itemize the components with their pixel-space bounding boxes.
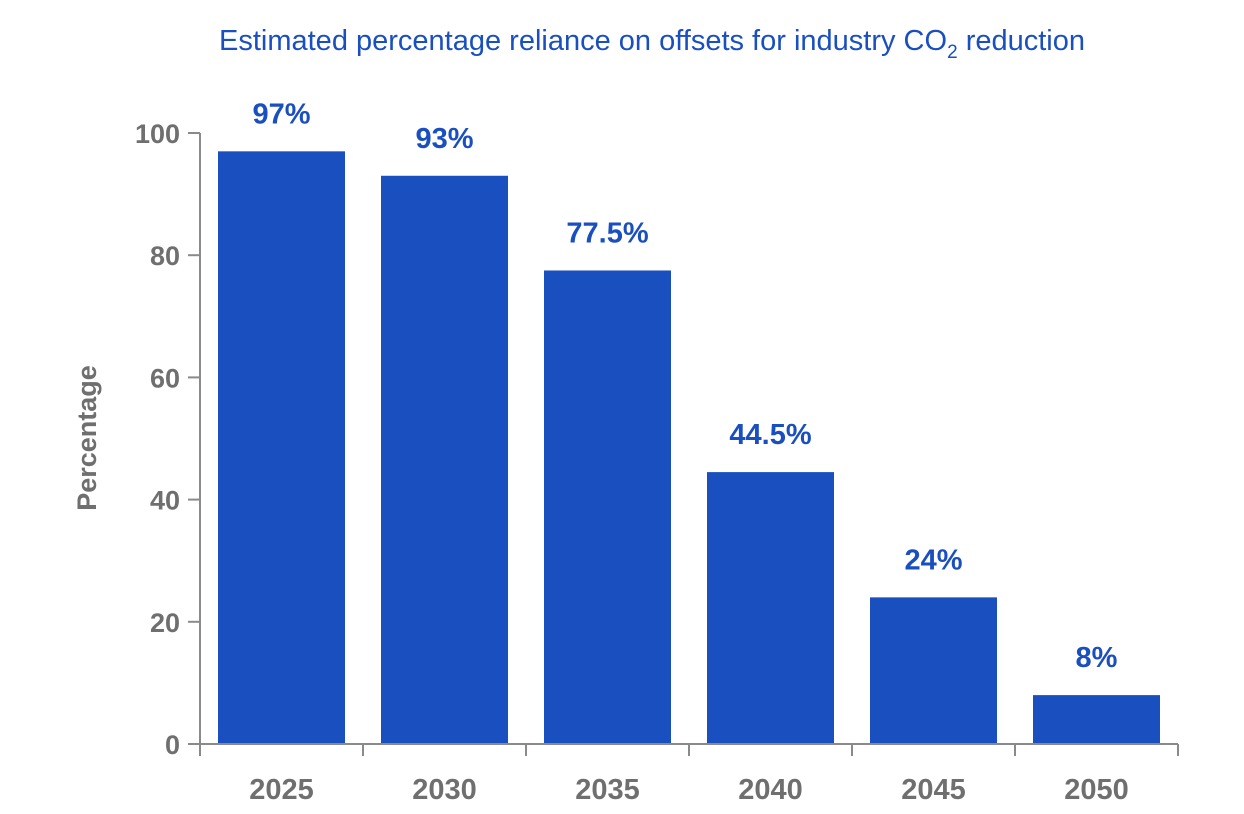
y-tick-label: 40	[150, 486, 180, 516]
bar-2025	[218, 151, 345, 744]
x-tick-label-2040: 2040	[738, 774, 803, 806]
chart-title: Estimated percentage reliance on offsets…	[219, 25, 1085, 63]
data-label-2040: 44.5%	[729, 419, 811, 451]
chart-title-main: Estimated percentage reliance on offsets…	[219, 25, 947, 57]
x-tick-label-2030: 2030	[412, 774, 477, 806]
data-label-2030: 93%	[415, 123, 473, 155]
chart-title-suffix: reduction	[958, 25, 1085, 57]
x-tick-label-2050: 2050	[1064, 774, 1129, 806]
y-tick-label: 60	[150, 363, 180, 393]
y-tick-label: 0	[165, 730, 180, 760]
y-axis-ticks: 0 20 40 60 80 100	[135, 119, 201, 760]
bars-group: 97% 93% 77.5% 44.5% 24% 8%	[218, 98, 1160, 744]
y-tick-label: 100	[135, 119, 180, 149]
x-tick-label-2025: 2025	[249, 774, 314, 806]
data-label-2025: 97%	[252, 98, 310, 130]
bar-2050	[1033, 695, 1160, 744]
x-tick-label-2045: 2045	[901, 774, 966, 806]
data-label-2035: 77.5%	[566, 217, 648, 249]
bar-2030	[381, 175, 508, 744]
data-label-2050: 8%	[1076, 642, 1118, 674]
chart-title-subscript: 2	[947, 42, 958, 63]
bar-2035	[544, 270, 671, 744]
y-axis-label: Percentage	[72, 365, 102, 511]
y-tick-label: 80	[150, 241, 180, 271]
x-axis: 2025 2030 2035 2040 2045 2050	[199, 743, 1179, 806]
data-label-2045: 24%	[904, 544, 962, 576]
bar-2040	[707, 472, 834, 744]
x-tick-label-2035: 2035	[575, 774, 640, 806]
y-tick-label: 20	[150, 608, 180, 638]
bar-2045	[870, 597, 997, 744]
